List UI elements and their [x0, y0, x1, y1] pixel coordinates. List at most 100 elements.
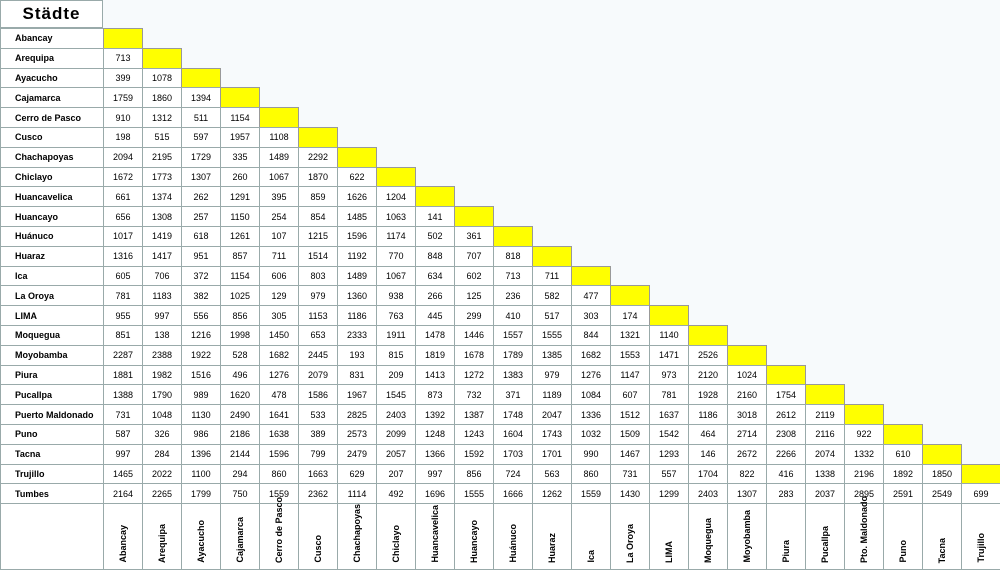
- cell: 1413: [415, 364, 455, 386]
- row-label: Chachapoyas: [0, 146, 104, 168]
- cell: 1998: [220, 325, 260, 346]
- cell: 750: [220, 483, 260, 505]
- cell: 1392: [415, 404, 455, 425]
- cell: 515: [142, 127, 182, 148]
- cell: 1024: [727, 364, 767, 386]
- cell: 1586: [298, 384, 338, 406]
- cell: 951: [181, 245, 221, 267]
- cell: 1183: [142, 285, 182, 307]
- cell: 3018: [727, 404, 767, 425]
- cell: 254: [259, 206, 299, 227]
- cell: 1385: [532, 344, 572, 366]
- cell: 2186: [220, 424, 260, 445]
- cell: 1204: [376, 186, 416, 208]
- row-label: Trujillo: [0, 463, 104, 485]
- column-header: Ica: [571, 503, 611, 570]
- diagonal-cell: [688, 325, 728, 346]
- cell: 1982: [142, 364, 182, 386]
- cell: 661: [103, 186, 143, 208]
- column-header: Huancavelica: [415, 503, 455, 570]
- cell: 1620: [220, 384, 260, 406]
- cell: 1678: [454, 344, 494, 366]
- row-label: Ica: [0, 265, 104, 287]
- cell: 1555: [454, 483, 494, 505]
- cell: 335: [220, 146, 260, 168]
- cell: 856: [454, 463, 494, 485]
- cell: 606: [259, 265, 299, 287]
- diagonal-cell: [649, 305, 689, 326]
- cell: 399: [103, 67, 143, 89]
- cell: 303: [571, 305, 611, 326]
- cell: 371: [493, 384, 533, 406]
- cell: 857: [220, 245, 260, 267]
- diagonal-cell: [922, 443, 962, 465]
- column-label: Arequipa: [157, 523, 167, 563]
- column-label: Tacna: [937, 537, 947, 563]
- cell: 1450: [259, 325, 299, 346]
- cell: 2825: [337, 404, 377, 425]
- cell: 464: [688, 424, 728, 445]
- cell: 1174: [376, 226, 416, 247]
- cell: 477: [571, 285, 611, 307]
- cell: 844: [571, 325, 611, 346]
- row-label: Tumbes: [0, 483, 104, 505]
- column-header: Cusco: [298, 503, 338, 570]
- cell: 207: [376, 463, 416, 485]
- cell: 326: [142, 424, 182, 445]
- cell: 2022: [142, 463, 182, 485]
- cell: 1512: [610, 404, 650, 425]
- cell: 1186: [337, 305, 377, 326]
- cell: 922: [844, 424, 884, 445]
- diagonal-cell: [454, 206, 494, 227]
- cell: 1957: [220, 127, 260, 148]
- cell: 1626: [337, 186, 377, 208]
- cell: 1261: [220, 226, 260, 247]
- cell: 1701: [532, 443, 572, 465]
- cell: 1394: [181, 87, 221, 109]
- cell: 2074: [805, 443, 845, 465]
- cell: 1789: [493, 344, 533, 366]
- cell: 997: [142, 305, 182, 326]
- cell: 1067: [376, 265, 416, 287]
- cell: 1489: [259, 146, 299, 168]
- cell: 1332: [844, 443, 884, 465]
- cell: 979: [298, 285, 338, 307]
- cell: 622: [337, 166, 377, 188]
- cell: 2057: [376, 443, 416, 465]
- cell: 209: [376, 364, 416, 386]
- cell: 1663: [298, 463, 338, 485]
- cell: 563: [532, 463, 572, 485]
- cell: 1729: [181, 146, 221, 168]
- cell: 1025: [220, 285, 260, 307]
- cell: 1078: [142, 67, 182, 89]
- cell: 1307: [727, 483, 767, 505]
- row-label: Huancayo: [0, 206, 104, 227]
- cell: 284: [142, 443, 182, 465]
- cell: 2164: [103, 483, 143, 505]
- cell: 781: [649, 384, 689, 406]
- cell: 1291: [220, 186, 260, 208]
- column-header: Huaraz: [532, 503, 572, 570]
- cell: 1248: [415, 424, 455, 445]
- row-label: Ayacucho: [0, 67, 104, 89]
- cell: 1773: [142, 166, 182, 188]
- cell: 1338: [805, 463, 845, 485]
- cell: 1048: [142, 404, 182, 425]
- cell: 1150: [220, 206, 260, 227]
- row-label: Huánuco: [0, 226, 104, 247]
- cell: 1637: [649, 404, 689, 425]
- column-header: Arequipa: [142, 503, 182, 570]
- cell: 854: [298, 206, 338, 227]
- column-header: Cajamarca: [220, 503, 260, 570]
- cell: 1911: [376, 325, 416, 346]
- cell: 610: [883, 443, 923, 465]
- cell: 262: [181, 186, 221, 208]
- cell: 1063: [376, 206, 416, 227]
- cell: 1553: [610, 344, 650, 366]
- cell: 1388: [103, 384, 143, 406]
- cell: 1682: [571, 344, 611, 366]
- cell: 822: [727, 463, 767, 485]
- cell: 699: [961, 483, 1000, 505]
- cell: 1682: [259, 344, 299, 366]
- cell: 1790: [142, 384, 182, 406]
